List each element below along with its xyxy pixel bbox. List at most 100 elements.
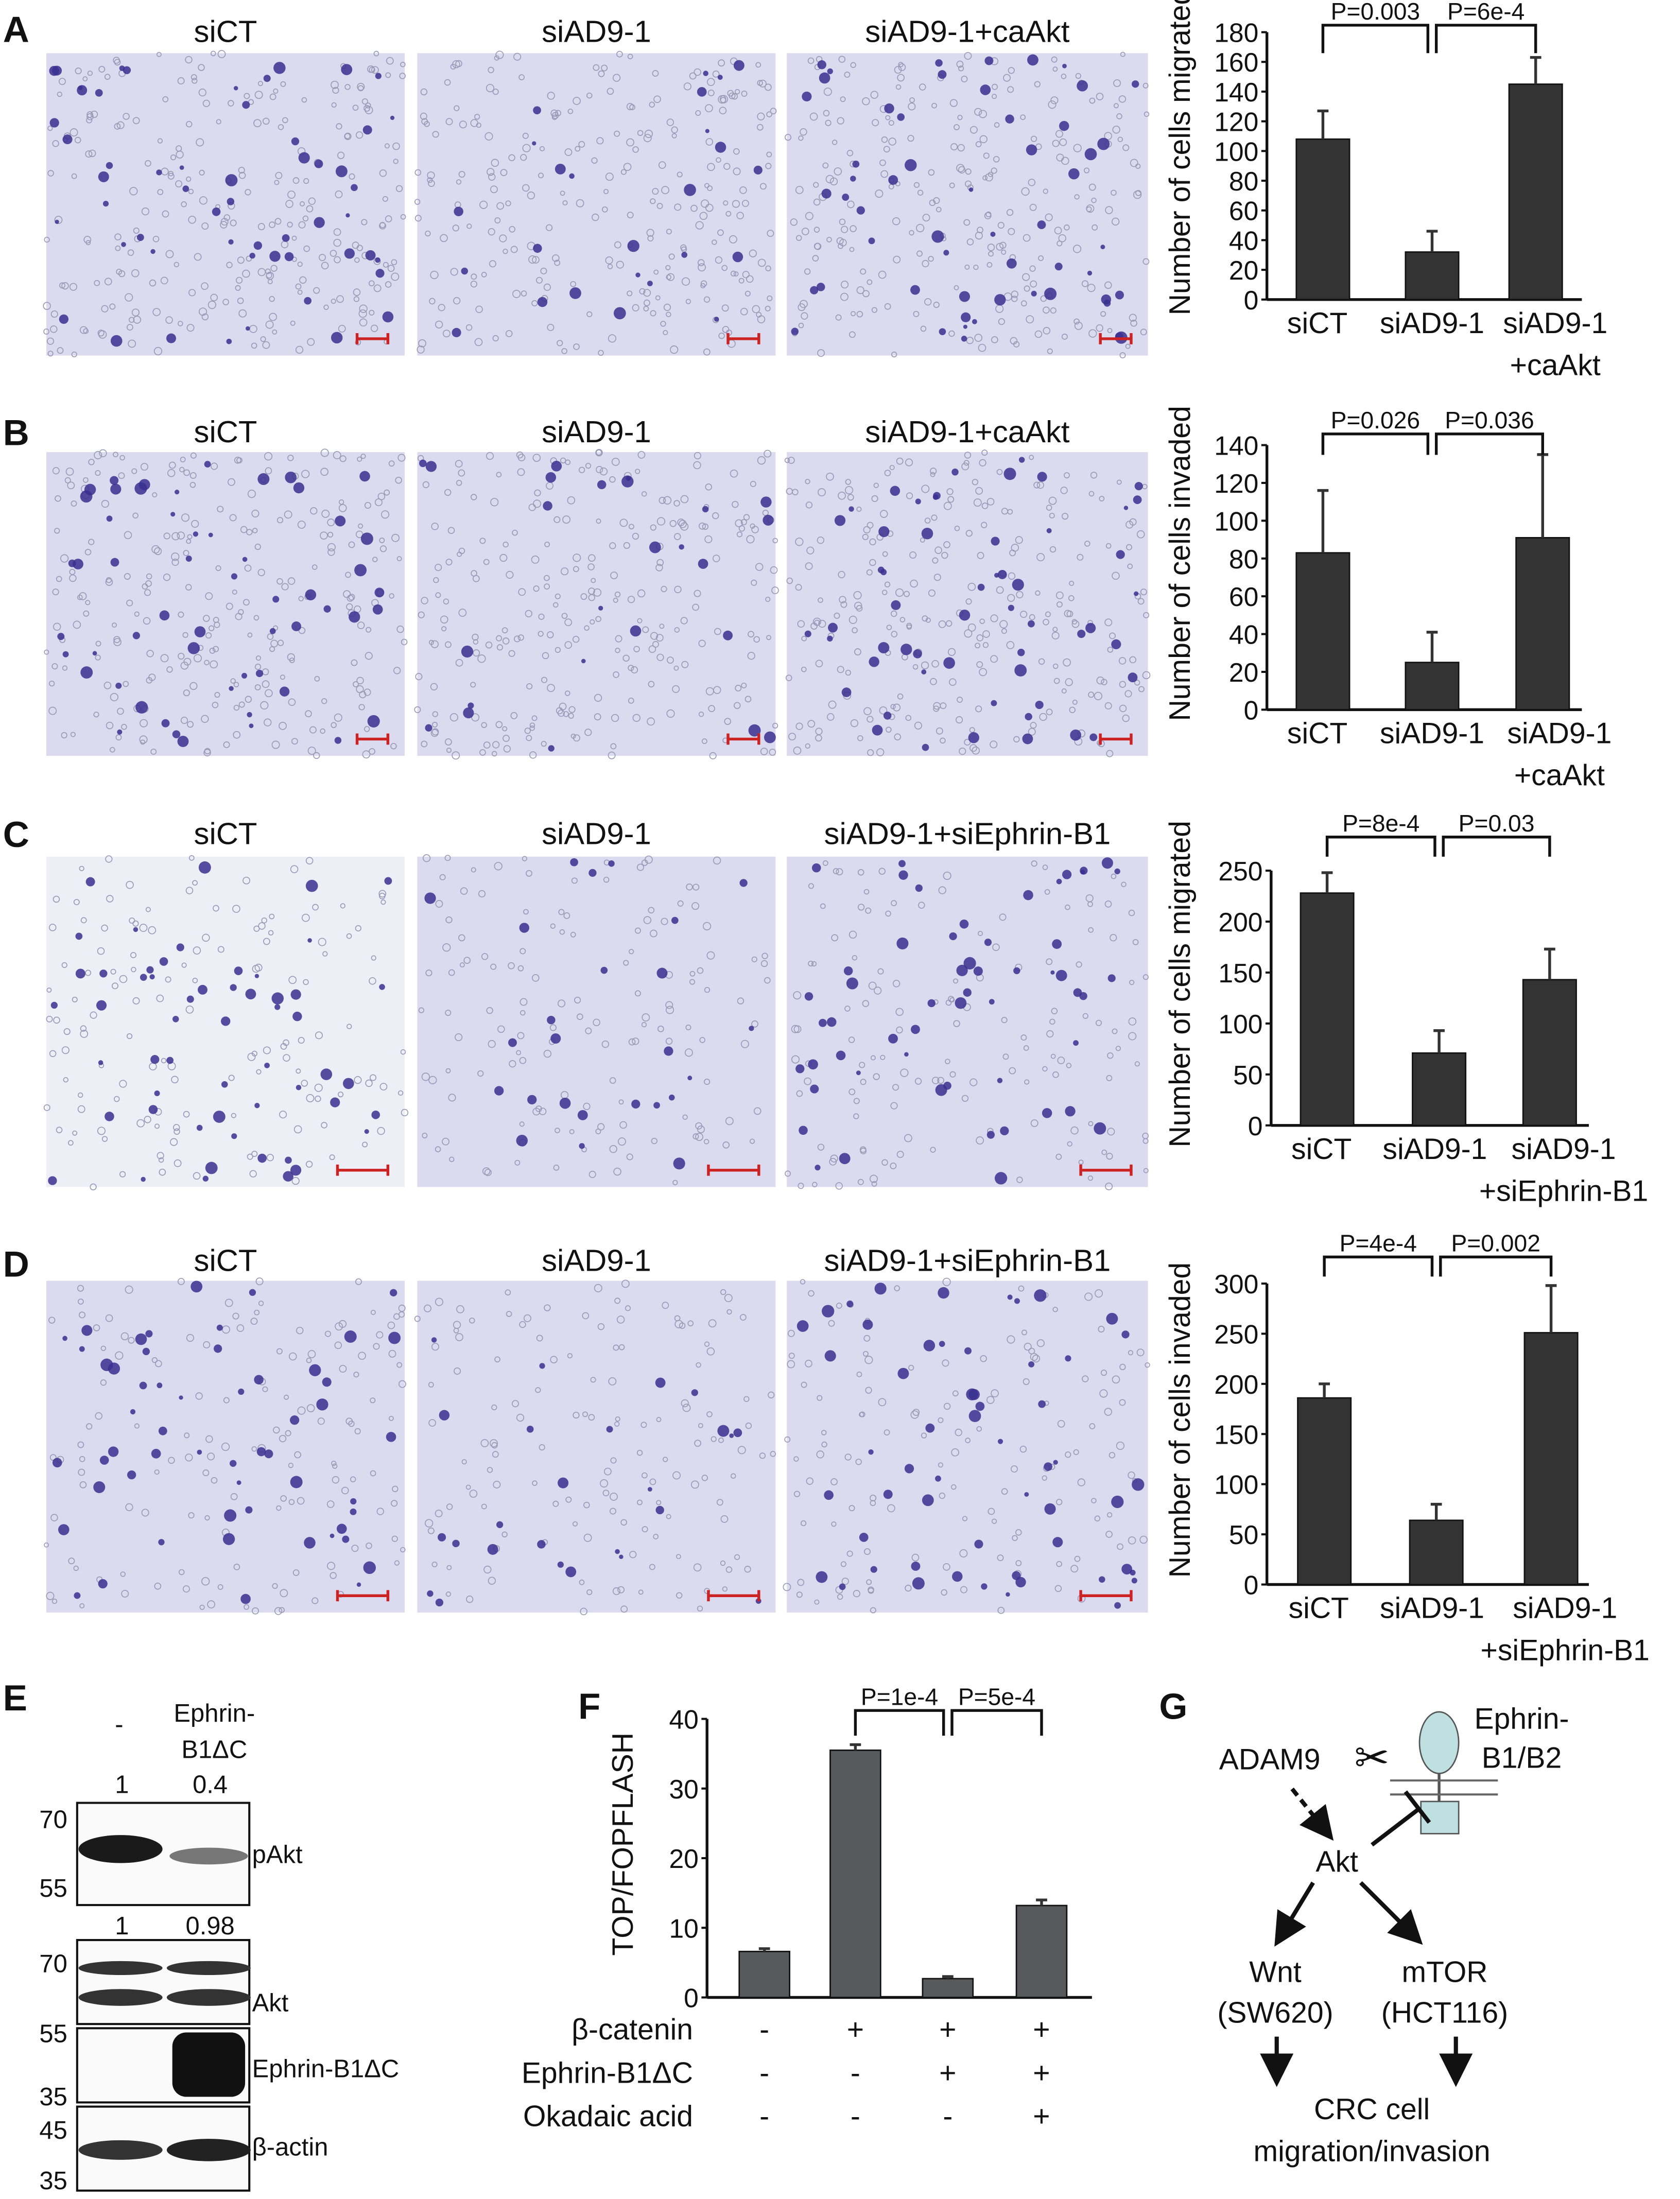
unstained-cell <box>459 120 467 129</box>
unstained-cell <box>884 1429 890 1435</box>
unstained-cell <box>749 249 757 257</box>
unstained-cell <box>709 752 717 759</box>
unstained-cell <box>420 88 428 96</box>
unstained-cell <box>503 745 511 753</box>
unstained-cell <box>378 890 387 898</box>
unstained-cell <box>190 74 197 80</box>
stained-cell <box>350 1508 357 1515</box>
unstained-cell <box>593 1018 600 1027</box>
unstained-cell <box>1048 100 1057 109</box>
y-tick-label: 50 <box>1233 1060 1262 1090</box>
stained-cell <box>419 459 427 467</box>
unstained-cell <box>619 518 628 527</box>
unstained-cell <box>441 626 447 632</box>
unstained-cell <box>431 728 439 736</box>
micrograph-image <box>787 1280 1148 1613</box>
unstained-cell <box>536 276 543 284</box>
unstained-cell <box>396 556 402 561</box>
unstained-cell <box>573 97 581 105</box>
unstained-cell <box>611 714 619 722</box>
stained-cell <box>897 1367 909 1379</box>
unstained-cell <box>1066 1063 1072 1068</box>
unstained-cell <box>1116 479 1122 485</box>
unstained-cell <box>826 237 832 243</box>
unstained-cell <box>273 88 279 94</box>
stained-cell <box>703 71 708 76</box>
unstained-cell <box>288 976 297 984</box>
unstained-cell <box>930 678 937 685</box>
unstained-cell <box>801 1381 807 1388</box>
unstained-cell <box>697 1605 703 1612</box>
unstained-cell <box>303 178 309 184</box>
unstained-cell <box>692 884 700 891</box>
stained-cell <box>687 1076 692 1081</box>
unstained-cell <box>1068 595 1075 601</box>
unstained-cell <box>625 1305 631 1311</box>
unstained-cell <box>333 228 341 236</box>
stained-cell <box>62 134 73 145</box>
stained-cell <box>951 469 959 476</box>
unstained-cell <box>440 234 448 243</box>
unstained-cell <box>532 256 540 264</box>
unstained-cell <box>943 501 952 510</box>
unstained-cell <box>979 618 985 624</box>
stained-cell <box>1070 729 1082 741</box>
unstained-cell <box>185 584 192 591</box>
unstained-cell <box>969 744 977 752</box>
unstained-cell <box>975 487 983 495</box>
unstained-cell <box>610 572 618 579</box>
unstained-cell <box>1001 628 1007 634</box>
unstained-cell <box>432 711 438 717</box>
unstained-cell <box>207 1452 215 1461</box>
unstained-cell <box>672 1471 681 1480</box>
unstained-cell <box>70 732 76 737</box>
unstained-cell <box>618 1344 625 1350</box>
unstained-cell <box>1109 632 1116 639</box>
unstained-cell <box>486 1007 493 1014</box>
micrograph-title: siCT <box>194 816 257 851</box>
unstained-cell <box>928 589 936 597</box>
unstained-cell <box>916 223 925 233</box>
stained-cell <box>390 115 395 120</box>
stained-cell <box>166 333 176 343</box>
unstained-cell <box>156 51 162 57</box>
unstained-cell <box>694 590 701 597</box>
unstained-cell <box>665 1037 673 1045</box>
stained-cell <box>1035 700 1044 709</box>
unstained-cell <box>371 955 376 961</box>
micrograph-title: siCT <box>194 14 257 49</box>
unstained-cell <box>494 862 503 871</box>
stained-cell <box>142 1347 150 1356</box>
unstained-cell <box>395 476 402 484</box>
unstained-cell <box>1032 1354 1041 1363</box>
unstained-cell <box>975 141 982 147</box>
unstained-cell <box>391 259 397 266</box>
stained-cell <box>915 498 921 505</box>
unstained-cell <box>642 1013 650 1021</box>
unstained-cell <box>1112 1028 1118 1034</box>
unstained-cell <box>734 89 740 95</box>
unstained-cell <box>706 1411 713 1417</box>
unstained-cell <box>988 251 994 257</box>
stained-cell <box>102 200 109 207</box>
unstained-cell <box>650 632 659 640</box>
unstained-cell <box>965 1438 971 1443</box>
band-pakt-2 <box>169 1847 248 1865</box>
stained-cell <box>242 101 250 109</box>
unstained-cell <box>703 348 711 356</box>
unstained-cell <box>262 680 270 688</box>
unstained-cell <box>47 351 54 357</box>
unstained-cell <box>1092 224 1098 231</box>
unstained-cell <box>129 917 135 924</box>
unstained-cell <box>1135 190 1141 196</box>
unstained-cell <box>692 1133 699 1140</box>
unstained-cell <box>555 110 562 116</box>
unstained-cell <box>1007 86 1014 93</box>
unstained-cell <box>1091 197 1097 203</box>
unstained-cell <box>1074 1555 1081 1562</box>
unstained-cell <box>722 326 730 333</box>
unstained-cell <box>260 336 266 342</box>
unstained-cell <box>751 1020 758 1028</box>
unstained-cell <box>353 681 359 687</box>
unstained-cell <box>711 1436 717 1442</box>
